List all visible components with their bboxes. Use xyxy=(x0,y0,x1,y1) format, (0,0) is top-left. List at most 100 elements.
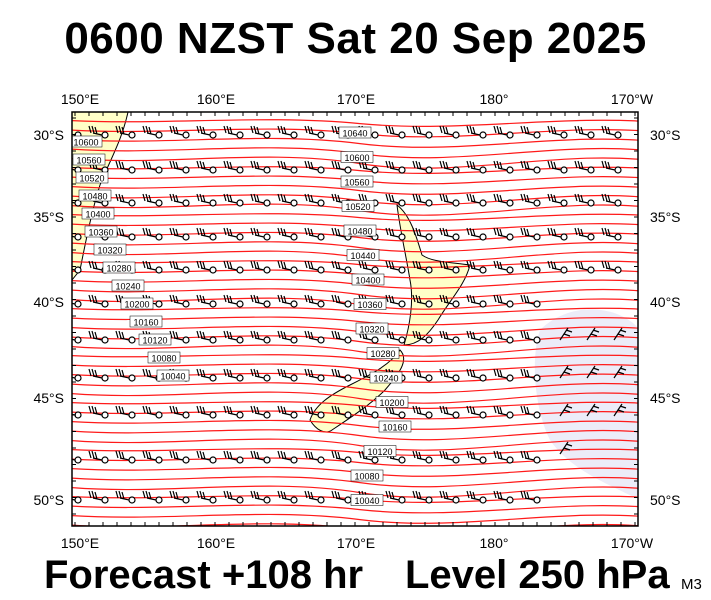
wind-barb xyxy=(223,490,238,501)
latitude-label: 40°S xyxy=(650,294,681,310)
wind-station xyxy=(560,266,568,274)
wind-barb xyxy=(169,294,184,305)
wind-station xyxy=(101,131,109,139)
wind-barb xyxy=(439,294,454,305)
pressure-level: Level 250 hPa xyxy=(405,553,670,597)
wind-barb xyxy=(412,368,427,379)
wind-barb xyxy=(574,260,589,271)
wind-station xyxy=(101,496,109,504)
wind-station xyxy=(317,266,325,274)
wind-barb xyxy=(559,365,573,379)
contour-line xyxy=(72,391,638,404)
wind-barb xyxy=(520,227,535,238)
contour-line xyxy=(72,307,638,315)
wind-barb xyxy=(439,368,454,379)
wind-station xyxy=(506,233,514,241)
wind-station xyxy=(533,166,541,174)
contour-label: 10400 xyxy=(355,276,380,286)
wind-station xyxy=(209,374,217,382)
latitude-label: 30°S xyxy=(33,127,64,143)
wind-barb xyxy=(169,330,184,341)
wind-station xyxy=(425,411,433,419)
wind-station xyxy=(479,456,487,464)
contour-label-box xyxy=(72,135,103,148)
wind-station xyxy=(128,233,136,241)
wind-barb xyxy=(169,160,184,171)
wind-station xyxy=(263,411,271,419)
wind-barb xyxy=(547,227,562,238)
wind-barb xyxy=(88,490,103,501)
wind-barb xyxy=(223,193,238,204)
wind-barb xyxy=(304,160,319,171)
wind-station xyxy=(236,166,244,174)
wind-barb xyxy=(304,193,319,204)
wind-station xyxy=(128,456,136,464)
wind-barb xyxy=(277,368,292,379)
wind-station xyxy=(263,496,271,504)
contour-label-box xyxy=(129,315,163,328)
contour-label-box xyxy=(78,189,112,202)
wind-station xyxy=(533,300,541,308)
wind-barb xyxy=(385,125,400,136)
contour-label-box xyxy=(350,469,384,482)
wind-station xyxy=(425,266,433,274)
wind-barb xyxy=(601,125,616,136)
wind-station xyxy=(479,166,487,174)
wind-barb xyxy=(250,450,265,461)
wind-barb xyxy=(331,260,346,271)
wind-station xyxy=(290,336,298,344)
wind-station xyxy=(155,266,163,274)
wind-station xyxy=(236,199,244,207)
wind-station xyxy=(209,336,217,344)
wind-station xyxy=(128,411,136,419)
wind-barb xyxy=(277,405,292,416)
wind-station xyxy=(101,374,109,382)
wind-barb xyxy=(520,125,535,136)
wind-station xyxy=(182,131,190,139)
wind-station xyxy=(236,374,244,382)
wind-barb xyxy=(520,368,535,379)
wind-station xyxy=(452,199,460,207)
wind-station xyxy=(506,166,514,174)
wind-barb xyxy=(412,260,427,271)
wind-barb xyxy=(88,368,103,379)
latitude-label: 50°S xyxy=(33,492,64,508)
wind-station xyxy=(479,374,487,382)
wind-barb xyxy=(169,490,184,501)
wind-barb xyxy=(223,330,238,341)
contour-label: 10160 xyxy=(133,318,158,328)
contour-label: 10360 xyxy=(357,300,382,310)
wind-station xyxy=(533,411,541,419)
contour-label-box xyxy=(156,369,190,382)
wind-barb xyxy=(223,405,238,416)
contour-label: 10040 xyxy=(354,496,379,506)
wind-station xyxy=(479,233,487,241)
wind-barb xyxy=(358,260,373,271)
wind-barb xyxy=(385,160,400,171)
contour-line xyxy=(72,213,638,221)
contour-label: 10080 xyxy=(151,354,176,364)
wind-barb xyxy=(613,327,627,341)
wind-station xyxy=(344,336,352,344)
wind-barb xyxy=(250,125,265,136)
contour-label-box xyxy=(93,243,127,256)
wind-station xyxy=(506,266,514,274)
wind-barb xyxy=(304,260,319,271)
wind-station xyxy=(425,374,433,382)
model-code: M3 xyxy=(681,576,702,593)
wind-barb xyxy=(169,260,184,271)
wind-barb xyxy=(412,125,427,136)
wind-station xyxy=(263,336,271,344)
contour-label-box xyxy=(81,207,115,220)
wind-barb xyxy=(331,490,346,501)
contour-line xyxy=(72,429,638,441)
wind-barb xyxy=(277,490,292,501)
wind-station xyxy=(290,496,298,504)
contour-label-box xyxy=(366,347,400,359)
wind-barb xyxy=(304,450,319,461)
wind-barb xyxy=(115,368,130,379)
wind-barb xyxy=(142,490,157,501)
wind-station xyxy=(317,496,325,504)
contour-label-box xyxy=(351,273,385,286)
contour-line xyxy=(72,401,638,409)
